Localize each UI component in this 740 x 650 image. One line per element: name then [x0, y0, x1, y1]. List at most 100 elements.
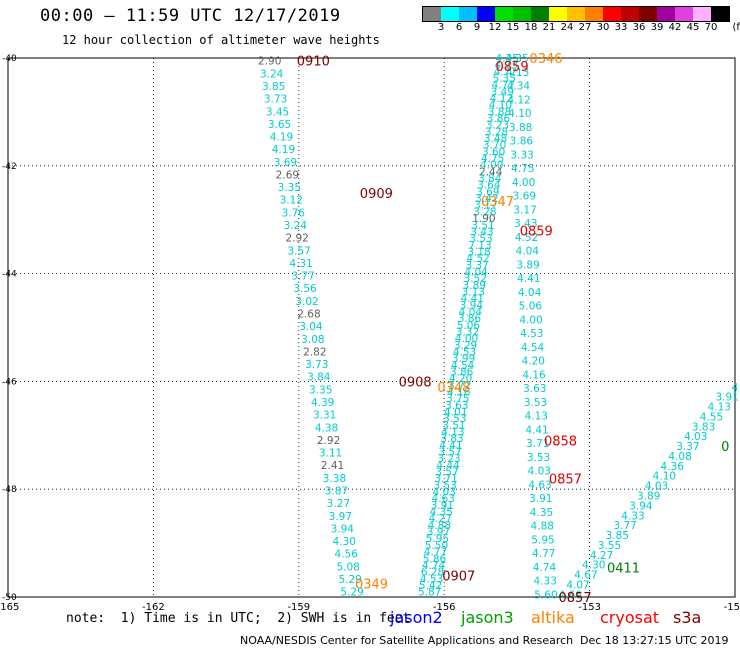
swh-value: 4.00: [455, 333, 478, 345]
swh-value: 4.88: [428, 520, 451, 532]
swh-value: 3.71: [434, 473, 457, 485]
swh-value: 2.69: [276, 169, 299, 181]
latitude-label: -40: [2, 54, 17, 64]
scale-label: 3: [437, 22, 445, 33]
latitude-label: -50: [2, 593, 17, 603]
swh-value: 5.06: [519, 301, 543, 313]
swh-value: 4.35: [505, 53, 528, 65]
scale-unit: (ft): [732, 22, 740, 33]
swh-value: 3.53: [524, 397, 547, 409]
swh-value: 4.31: [289, 258, 312, 270]
swh-value: 3.57: [435, 467, 458, 479]
swh-value: 5.50: [425, 540, 448, 552]
longitude-label: -156: [433, 602, 456, 613]
swh-value: 3.75: [446, 393, 469, 405]
swh-value: 3.71: [526, 438, 549, 450]
swh-value: 5.87: [418, 587, 441, 599]
longitude-label: -153: [578, 602, 601, 613]
legend-cryosat: cryosat: [600, 608, 660, 627]
swh-value: 4.13: [441, 427, 464, 439]
swh-value: 3.27: [327, 498, 350, 510]
swh-value: 4.19: [270, 132, 293, 144]
scale-label: 15: [506, 22, 520, 33]
pass-time-label: 0907: [442, 569, 475, 584]
swh-value: 4.66: [559, 589, 583, 601]
swh-value: 3.48: [484, 133, 507, 145]
swh-value: 4.54: [451, 360, 475, 372]
latitude-label: -48: [2, 485, 17, 495]
swh-value: 3.18: [467, 246, 490, 258]
swh-value: 4.27: [590, 550, 613, 562]
swh-value: 3.65: [268, 119, 291, 131]
swh-value: 2.90: [258, 56, 281, 68]
scale-label: 36: [632, 22, 646, 33]
swh-value: 3.91: [431, 500, 454, 512]
swh-value: 4.77: [494, 66, 517, 78]
swh-value: 4.74: [533, 562, 557, 574]
swh-value: 3.64: [477, 180, 501, 192]
swh-value: 3.77: [613, 520, 636, 532]
swh-value: 4.56: [335, 549, 359, 561]
map-border: [7, 57, 736, 598]
swh-value: 3.87: [325, 485, 348, 497]
swh-value: 3.12: [280, 195, 303, 207]
swh-value: 4.35: [530, 507, 553, 519]
pass-time-label: 0859: [520, 224, 553, 239]
swh-value: 3.17: [513, 204, 536, 216]
swh-value: 4.20: [449, 373, 472, 385]
swh-value: 3.08: [301, 334, 324, 346]
swh-value: 5.29: [340, 587, 363, 599]
swh-value: 3.13: [462, 286, 485, 298]
swh-value: 4.33: [621, 510, 644, 522]
scale-swatch: [549, 7, 567, 21]
swh-value: 4.34: [507, 81, 531, 93]
scale-label: 42: [668, 22, 682, 33]
scale-swatch: [459, 7, 477, 21]
swh-value: 3.86: [450, 366, 474, 378]
swh-value: 5.06: [457, 320, 481, 332]
swh-value: 3.69: [274, 157, 297, 169]
swh-value: 4.77: [492, 80, 515, 92]
swh-value: 4.77: [532, 548, 555, 560]
swh-value: 5.08: [336, 561, 359, 573]
swh-value: 4.04: [464, 266, 488, 278]
swh-value: 3.88: [509, 122, 532, 134]
swh-value: 4.04: [518, 287, 542, 299]
swh-value: 3.77: [291, 271, 314, 283]
pass-time-label: 0349: [355, 578, 388, 593]
swh-value: 5.95: [531, 534, 554, 546]
scale-label: 30: [596, 22, 610, 33]
scale-swatch: [603, 7, 621, 21]
swh-value: 4.13: [506, 67, 529, 79]
pass-time-label: 0908: [399, 375, 432, 390]
legend-s3a: s3a: [673, 608, 702, 627]
pass-time-label: 0347: [481, 195, 514, 210]
swh-value: 3.23: [486, 120, 509, 132]
swh-value: 3.56: [293, 283, 317, 295]
swh-value: 2.92: [317, 435, 340, 447]
pass-time-label: 0857: [549, 472, 582, 487]
scale-label: 24: [560, 22, 574, 33]
longitude-label: -165: [0, 602, 19, 613]
swh-value: 5.60: [534, 589, 557, 601]
swh-value: 4.53: [420, 573, 443, 585]
swh-value: 5.86: [423, 553, 447, 565]
pass-times: 0910 0909 0908 0907 0859 0859 0858 0857 0857 0346…: [297, 52, 730, 606]
swh-value: 4.77: [424, 547, 447, 559]
swh-value: 3.99: [452, 353, 475, 365]
swh-value: 3.69: [513, 191, 536, 203]
credit-line: NOAA/NESDIS Center for Satellite Applica…: [240, 634, 574, 647]
swh-value: 4.41: [439, 440, 462, 452]
swh-value: 3.24: [260, 68, 284, 80]
scale-label: 33: [614, 22, 628, 33]
swh-value: 3.94: [331, 523, 355, 535]
swh-value: 5.42: [419, 580, 442, 592]
track-d: 4.664.074.674.304.273.553.853.774.333.94…: [559, 382, 739, 602]
swh-value: 4.63: [432, 493, 455, 505]
swh-value: 3.43: [470, 226, 493, 238]
swh-value: 3.70: [483, 140, 506, 152]
swh-value: 3.57: [287, 245, 310, 257]
swh-value: 4.00: [480, 160, 503, 172]
longitude-label: -159: [287, 602, 310, 613]
swh-value: 3.88: [488, 106, 511, 118]
